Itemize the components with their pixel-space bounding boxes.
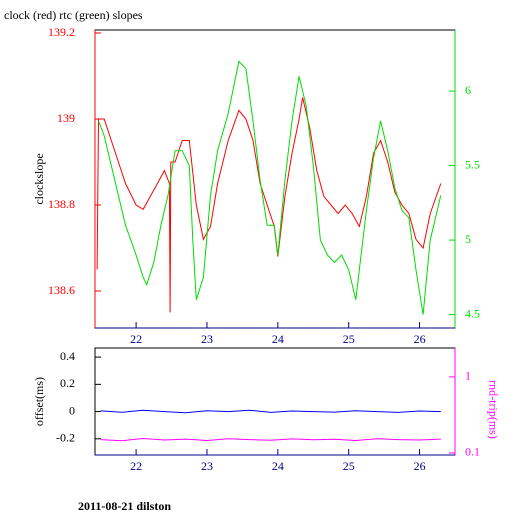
x-tick-label: 23	[201, 459, 213, 473]
y2-tick-label: 6	[465, 83, 471, 97]
x-tick-label: 23	[201, 332, 213, 346]
y-tick-label: 0	[69, 403, 75, 417]
x-tick-label: 22	[130, 332, 142, 346]
y-tick-label: 139.2	[48, 25, 75, 39]
series-line	[100, 409, 441, 414]
series-line	[100, 437, 441, 442]
y-tick-label: 138.6	[48, 283, 75, 297]
y2-axis-label: rnd-trip(ms)	[486, 380, 500, 439]
y2-tick-label: 1	[465, 369, 471, 383]
x-tick-label: 22	[130, 459, 142, 473]
chart-title: clock (red) rtc (green) slopes	[4, 8, 143, 22]
x-tick-label: 25	[343, 459, 355, 473]
y2-tick-label: 0.1	[465, 445, 480, 459]
y2-tick-label: 5.5	[465, 157, 480, 171]
x-tick-label: 25	[343, 332, 355, 346]
y-tick-label: 0.4	[60, 349, 75, 363]
y-tick-label: 139	[57, 111, 75, 125]
y2-tick-label: 4.5	[465, 306, 480, 320]
x-tick-label: 26	[414, 332, 426, 346]
y-tick-label: 0.2	[60, 376, 75, 390]
y-axis-label: offset(ms)	[32, 377, 46, 426]
series-line	[96, 97, 442, 313]
footer: 2011-08-21 dilston	[78, 499, 171, 512]
x-tick-label: 24	[272, 459, 284, 473]
x-tick-label: 26	[414, 459, 426, 473]
y2-tick-label: 5	[465, 232, 471, 246]
y-tick-label: -0.2	[56, 431, 75, 445]
x-tick-label: 24	[272, 332, 284, 346]
y-axis-label: clockslope	[32, 153, 46, 204]
series-line	[98, 60, 442, 315]
y-tick-label: 138.8	[48, 197, 75, 211]
